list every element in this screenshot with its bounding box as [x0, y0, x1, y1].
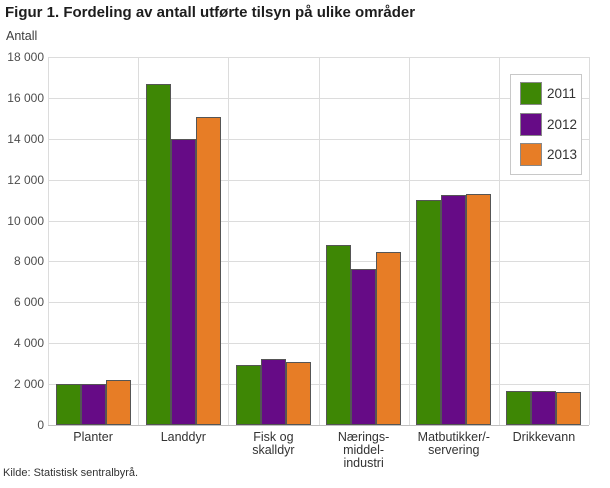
- y-tick-label: 8 000: [13, 254, 44, 269]
- source-note: Kilde: Statistisk sentralbyrå.: [3, 467, 139, 479]
- legend-label-2012: 2012: [547, 116, 578, 132]
- legend-item-2012[interactable]: 2012: [520, 112, 578, 136]
- x-category-label-line: Matbutikker/-: [417, 430, 490, 444]
- bar-2011-planter[interactable]: [55, 384, 81, 425]
- x-category-label-line: skalldyr: [252, 443, 295, 457]
- y-tick-label: 16 000: [7, 90, 44, 105]
- x-category-label-matbutikker-servering: Matbutikker/- servering: [409, 431, 499, 457]
- x-category-label-line: middel-: [343, 443, 385, 457]
- x-category-label-line: Nærings-: [337, 430, 390, 444]
- legend-label-2011: 2011: [547, 86, 577, 101]
- gridline-vertical: [408, 57, 410, 425]
- chart-title: Figur 1. Fordeling av antall utførte til…: [5, 4, 416, 21]
- bar-2013-drikkevann[interactable]: [556, 392, 582, 425]
- x-category-label-line: industri: [343, 456, 384, 470]
- bar-2013-næringsmiddelindustri[interactable]: [376, 252, 402, 425]
- x-category-label-drikkevann: Drikkevann: [499, 431, 589, 444]
- x-category-label-næringsmiddelindustri: Nærings-middel-industri: [319, 431, 409, 470]
- x-category-label-planter: Planter: [48, 431, 138, 444]
- y-tick-label: 4 000: [13, 336, 44, 351]
- bar-2011-drikkevann[interactable]: [506, 391, 532, 425]
- legend-swatch-2011: [520, 82, 542, 105]
- x-axis-line: [48, 425, 589, 426]
- x-category-label-line: servering: [428, 443, 480, 457]
- gridline-vertical: [589, 57, 590, 425]
- y-tick-label: 12 000: [7, 172, 44, 187]
- bar-2012-fisk-og-skalldyr[interactable]: [260, 358, 286, 425]
- x-category-label-line: Drikkevann: [512, 430, 576, 444]
- x-category-label-fisk-og-skalldyr: Fisk og skalldyr: [228, 431, 318, 457]
- y-axis-unit-label: Antall: [6, 29, 38, 43]
- bar-2012-drikkevann[interactable]: [531, 391, 557, 425]
- bar-2012-næringsmiddelindustri[interactable]: [351, 268, 377, 425]
- bar-2011-fisk-og-skalldyr[interactable]: [235, 364, 261, 425]
- bar-2012-landdyr[interactable]: [170, 138, 196, 425]
- x-category-label-line: Landdyr: [160, 430, 206, 444]
- gridline-vertical: [318, 57, 320, 425]
- legend: 2011 2012 2013: [510, 74, 582, 175]
- legend-swatch-2013: [520, 143, 542, 166]
- x-category-label-landdyr: Landdyr: [138, 431, 228, 444]
- bar-2011-næringsmiddelindustri[interactable]: [326, 245, 352, 425]
- x-category-label-line: Planter: [73, 430, 113, 444]
- bar-2011-matbutikker-servering[interactable]: [416, 200, 442, 425]
- bar-2011-landdyr[interactable]: [145, 83, 171, 425]
- gridline-vertical: [138, 57, 140, 425]
- gridline-vertical: [498, 57, 500, 425]
- legend-item-2011[interactable]: 2011: [520, 82, 577, 105]
- y-tick-label: 6 000: [13, 295, 44, 310]
- bar-2012-matbutikker-servering[interactable]: [441, 195, 467, 425]
- x-category-label-line: Fisk og: [253, 430, 294, 444]
- bar-2013-fisk-og-skalldyr[interactable]: [285, 361, 311, 425]
- gridline-vertical: [228, 57, 230, 425]
- y-tick-label: 14 000: [7, 131, 44, 146]
- y-tick-label: 10 000: [7, 213, 44, 228]
- bar-2012-planter[interactable]: [80, 384, 106, 425]
- bar-2013-matbutikker-servering[interactable]: [466, 194, 492, 425]
- bar-2013-planter[interactable]: [105, 380, 131, 425]
- y-axis-line: [48, 57, 49, 425]
- bar-2013-landdyr[interactable]: [195, 117, 221, 425]
- y-tick-label: 2 000: [13, 377, 44, 392]
- legend-item-2013[interactable]: 2013: [520, 143, 578, 166]
- y-tick-label: 18 000: [7, 50, 44, 64]
- legend-label-2013: 2013: [547, 147, 578, 162]
- y-tick-label: 0: [37, 418, 44, 432]
- legend-swatch-2012: [520, 112, 542, 136]
